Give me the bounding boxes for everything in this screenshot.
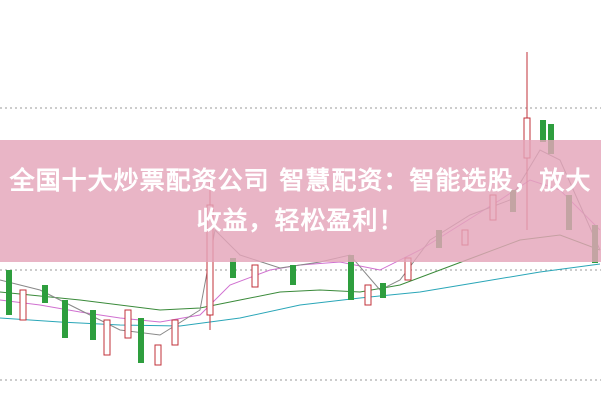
candle [62,300,68,338]
candle [138,318,144,363]
candle [290,265,296,285]
candle [6,270,12,315]
candle [548,124,554,154]
banner: 全国十大炒票配资公司 智慧配资：智能选股，放大收益，轻松盈利！ [0,140,601,262]
candle [540,120,546,142]
candle [171,319,179,346]
candle [380,283,386,298]
candle [90,310,96,340]
banner-title: 全国十大炒票配资公司 智慧配资：智能选股，放大收益，轻松盈利！ [9,166,592,235]
candle [154,344,162,366]
candle [230,258,236,278]
candle [103,319,111,356]
candle [251,264,259,288]
candle [19,289,27,321]
candle [42,285,48,303]
moving-average [0,263,601,327]
candle [364,284,372,306]
candle [124,309,132,339]
candle [348,255,354,300]
